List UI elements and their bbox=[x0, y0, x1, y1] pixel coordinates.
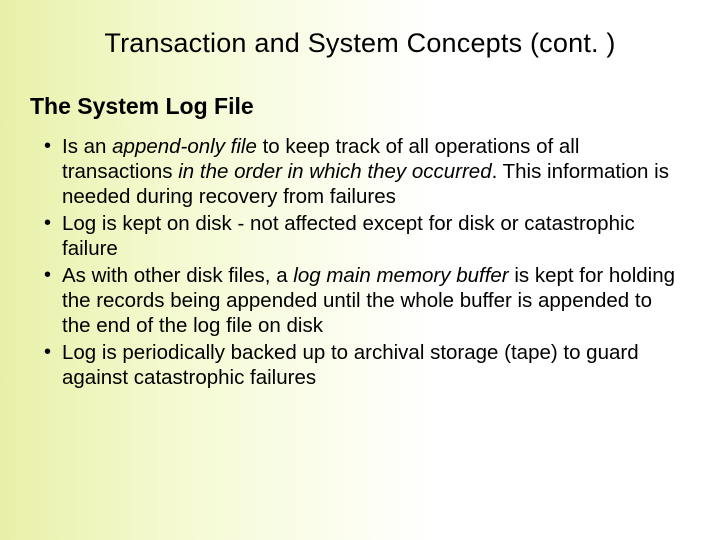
bullet-text-segment: Log is periodically backed up to archiva… bbox=[62, 341, 639, 389]
bullet-text-segment: in the order in which they occurred bbox=[178, 160, 491, 183]
slide-container: Transaction and System Concepts (cont. )… bbox=[0, 0, 720, 540]
bullet-text-segment: append-only file bbox=[112, 135, 257, 158]
bullet-item: Log is kept on disk - not affected excep… bbox=[42, 211, 680, 261]
bullet-text-segment: As with other disk files, a bbox=[62, 264, 293, 287]
slide-subtitle: The System Log File bbox=[30, 93, 690, 120]
bullet-list: Is an append-only file to keep track of … bbox=[30, 134, 690, 390]
bullet-item: As with other disk files, a log main mem… bbox=[42, 263, 680, 338]
bullet-text-segment: Is an bbox=[62, 135, 112, 158]
bullet-text-segment: Log is kept on disk - not affected excep… bbox=[62, 212, 635, 260]
bullet-item: Is an append-only file to keep track of … bbox=[42, 134, 680, 209]
slide-title: Transaction and System Concepts (cont. ) bbox=[30, 28, 690, 59]
bullet-item: Log is periodically backed up to archiva… bbox=[42, 340, 680, 390]
bullet-text-segment: log main memory buffer bbox=[293, 264, 508, 287]
